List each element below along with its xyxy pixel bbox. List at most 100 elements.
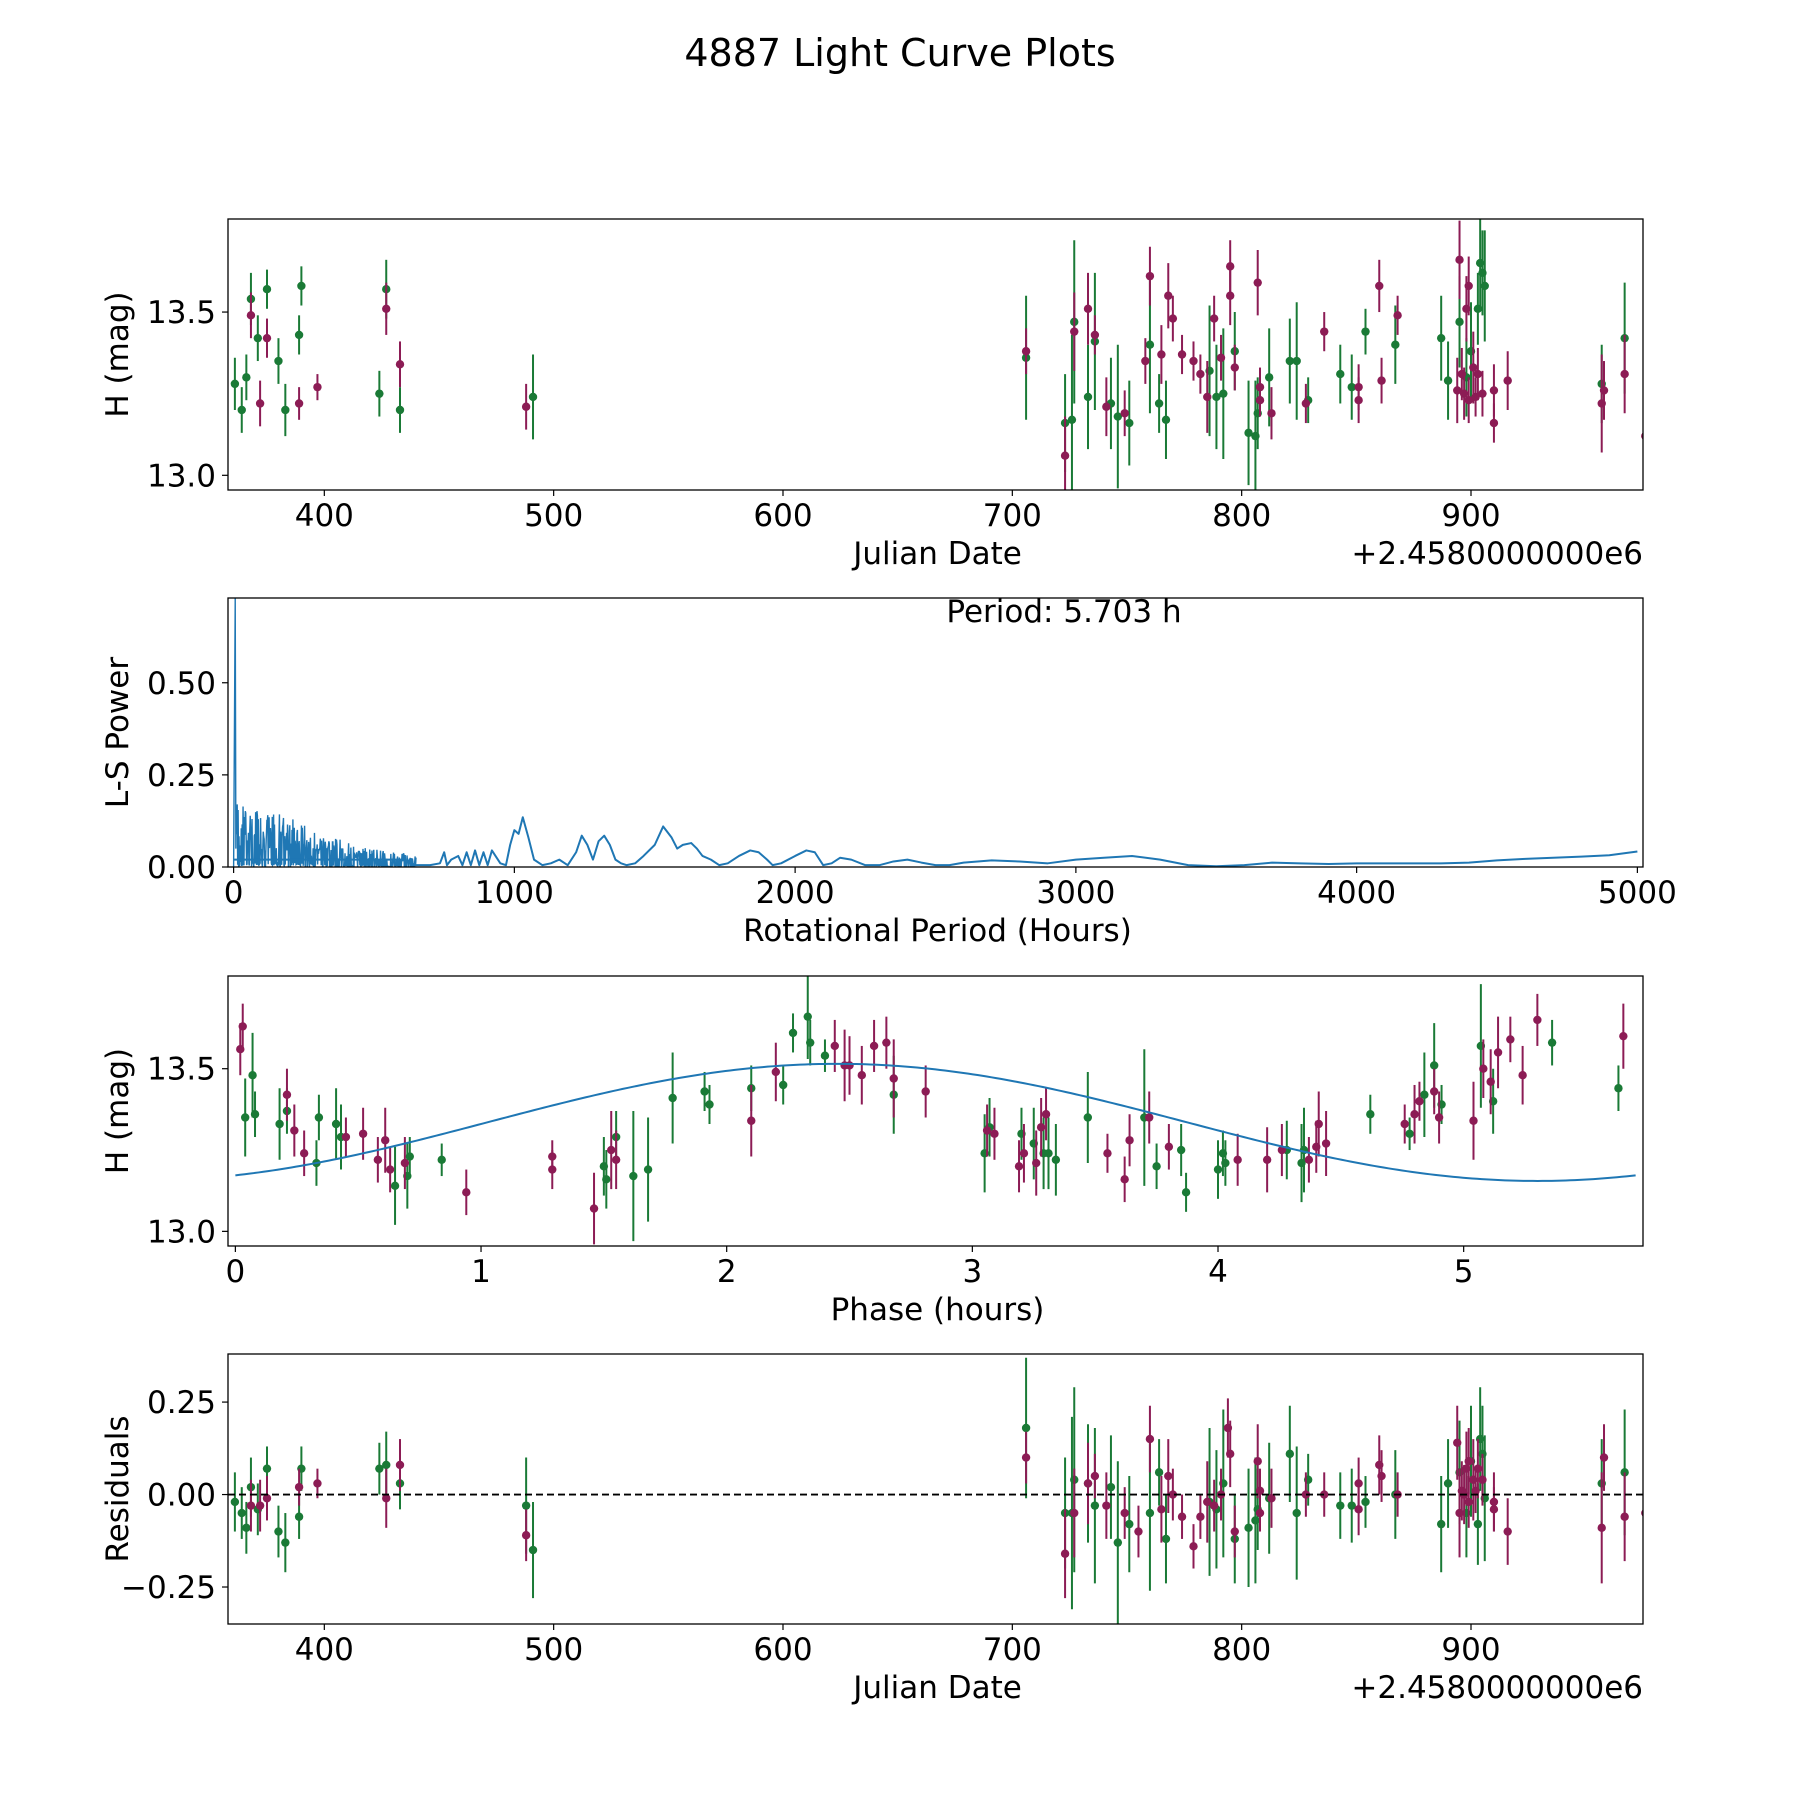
data-point	[290, 1126, 299, 1135]
data-point	[262, 284, 272, 294]
data-point	[1400, 1119, 1409, 1129]
data-point	[294, 330, 304, 340]
x-tick-label: 1000	[475, 875, 554, 911]
data-point	[1489, 1497, 1499, 1507]
data-point	[1070, 327, 1079, 336]
data-point	[1480, 281, 1489, 291]
data-point	[1429, 1087, 1439, 1096]
data-point	[1041, 1110, 1051, 1119]
data-point	[255, 399, 265, 408]
data-point	[1415, 1097, 1424, 1106]
data-point	[314, 1113, 324, 1122]
data-point	[1157, 1505, 1166, 1514]
data-point	[1391, 340, 1400, 349]
data-point	[1366, 1110, 1375, 1119]
data-point	[238, 1022, 247, 1031]
data-point	[230, 379, 240, 389]
data-point	[294, 1482, 304, 1492]
data-point	[1347, 1501, 1356, 1510]
data-point	[1125, 418, 1134, 428]
data-point	[611, 1155, 621, 1164]
data-point	[521, 402, 531, 411]
data-point	[1051, 1155, 1061, 1164]
data-point	[1264, 373, 1274, 382]
x-tick-label: 0	[226, 1254, 246, 1290]
data-point	[1464, 281, 1473, 291]
data-point	[1196, 369, 1205, 379]
y-tick-label: 0.00	[147, 850, 216, 886]
y-tick-label: 0.25	[147, 758, 216, 794]
data-point	[1021, 1423, 1031, 1433]
data-point	[1141, 356, 1150, 366]
data-point	[1154, 1468, 1164, 1477]
data-point	[1014, 1162, 1024, 1171]
y-tick-label: 0.50	[147, 666, 216, 702]
data-point	[1619, 1031, 1628, 1041]
x-tick-label: 500	[524, 1632, 583, 1668]
data-point	[382, 1460, 391, 1470]
data-point	[1164, 1471, 1173, 1481]
y-tick-label: 13.0	[147, 458, 216, 494]
data-point	[1301, 1490, 1311, 1499]
data-point	[1209, 314, 1219, 323]
x-tick-label: 4000	[1317, 875, 1396, 911]
data-point	[1103, 1149, 1112, 1158]
x-tick-label: 5	[1454, 1254, 1474, 1290]
data-point	[1304, 1155, 1314, 1164]
data-point	[230, 1497, 240, 1507]
data-point	[1436, 1519, 1446, 1529]
data-point	[1533, 1015, 1542, 1025]
data-point	[1176, 1145, 1186, 1155]
data-point	[1267, 1494, 1276, 1503]
data-point	[788, 1028, 798, 1038]
data-point	[1469, 1116, 1478, 1125]
data-point	[1216, 353, 1226, 362]
data-point	[1393, 311, 1402, 320]
data-point	[1255, 1508, 1265, 1518]
data-point	[882, 1038, 891, 1047]
data-point	[1067, 415, 1077, 425]
data-point	[1253, 1457, 1262, 1466]
data-point	[1464, 1457, 1473, 1466]
data-point	[1405, 1129, 1414, 1138]
data-point	[1189, 356, 1198, 366]
x-axis-label: Phase (hours)	[831, 1292, 1045, 1328]
data-point	[1503, 1527, 1512, 1536]
data-point	[1196, 1512, 1205, 1521]
x-axis-label: Julian Date	[851, 536, 1022, 572]
data-point	[1486, 1077, 1495, 1086]
data-point	[778, 1080, 788, 1090]
data-point	[405, 1152, 414, 1161]
data-point	[390, 1181, 400, 1191]
data-point	[1032, 1158, 1041, 1168]
data-point	[1125, 1136, 1134, 1145]
x-tick-label: 400	[295, 1632, 354, 1668]
data-point	[375, 1464, 384, 1473]
data-point	[1434, 1113, 1444, 1122]
data-point	[1375, 281, 1384, 291]
data-point	[1255, 1486, 1265, 1496]
periodogram-line	[233, 816, 1638, 867]
data-point	[521, 1501, 531, 1510]
data-point	[1177, 1512, 1187, 1521]
data-point	[237, 405, 246, 415]
data-point	[262, 1464, 272, 1473]
x-axis-label: Rotational Period (Hours)	[743, 913, 1132, 949]
series-green	[240, 976, 1623, 1242]
fit-curve	[235, 1062, 1636, 1182]
data-point	[1203, 1497, 1212, 1507]
data-point	[1459, 389, 1469, 398]
y-tick-label: −0.25	[121, 1570, 216, 1606]
data-point	[1597, 1523, 1606, 1533]
phased-light-curve-panel: 0 1 2 3 4 5 13.0 13.5 Phase (hours) H (mag)	[100, 975, 1644, 1328]
data-point	[275, 1119, 284, 1129]
data-point	[1090, 1471, 1100, 1481]
x-tick-label: 1	[471, 1254, 491, 1290]
y-tick-label: 13.5	[147, 1052, 216, 1088]
data-point	[395, 360, 405, 369]
data-point	[1221, 1158, 1230, 1168]
series-magenta	[246, 1398, 1643, 1599]
residuals-panel: 400 500 600 700 800 900 −0.25 0.00 0.25 Julian Da…	[100, 1353, 1644, 1706]
data-layer	[230, 219, 1643, 490]
